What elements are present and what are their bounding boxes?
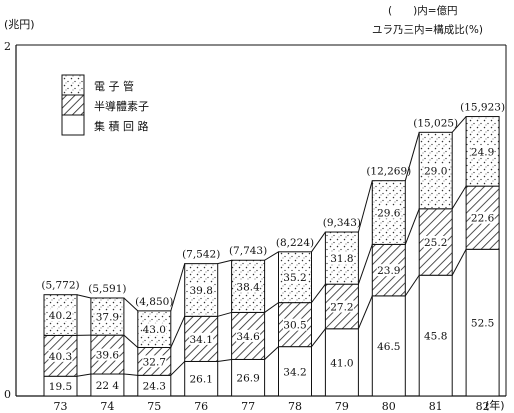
value-label-semiconductor-80: 23.9 <box>377 265 400 277</box>
value-label-ic-81: 45.8 <box>424 331 447 343</box>
total-label-75: (4,850) <box>135 296 173 308</box>
connector-line <box>312 329 326 347</box>
connector-line <box>171 316 185 347</box>
value-label-electron-tube-80: 29.6 <box>377 208 401 220</box>
legend-label-semiconductor: 半導體素子 <box>94 99 149 113</box>
value-label-semiconductor-75: 32.7 <box>143 356 166 368</box>
value-label-electron-tube-81: 29.0 <box>424 166 447 178</box>
value-label-ic-74: 22 4 <box>96 380 120 392</box>
x-tick-label-78: 78 <box>288 400 302 413</box>
total-label-76: (7,542) <box>182 249 220 261</box>
connector-line <box>265 303 279 313</box>
connector-line <box>452 186 466 209</box>
value-label-semiconductor-78: 30.5 <box>283 320 306 332</box>
total-label-73: (5,772) <box>41 280 79 292</box>
value-label-electron-tube-73: 40.2 <box>49 310 72 322</box>
x-tick-label-79: 79 <box>335 400 349 413</box>
y-unit-label: (兆円) <box>4 18 35 31</box>
value-label-ic-76: 26.1 <box>190 374 213 386</box>
x-tick-label-80: 80 <box>382 400 396 413</box>
connector-line <box>77 295 91 298</box>
value-label-semiconductor-79: 27.2 <box>330 301 353 313</box>
value-label-ic-80: 46.5 <box>377 341 400 353</box>
connector-line <box>218 260 232 263</box>
total-label-78: (8,224) <box>276 237 314 249</box>
value-label-electron-tube-74: 37.9 <box>96 312 119 324</box>
connector-line <box>77 374 91 376</box>
x-tick-label-82: 82 <box>476 400 490 413</box>
connector-line <box>405 275 419 296</box>
value-label-ic-75: 24.3 <box>143 381 166 393</box>
legend-swatch-electron-tube <box>62 75 84 95</box>
value-label-semiconductor-81: 25.2 <box>424 237 447 249</box>
segment-connector-lines <box>77 117 466 377</box>
legend-swatch-ic <box>62 115 84 135</box>
connector-line <box>358 296 372 329</box>
connector-line <box>171 361 185 375</box>
value-label-semiconductor-82: 22.6 <box>471 213 495 225</box>
connector-line <box>218 359 232 361</box>
x-tick-label-75: 75 <box>147 400 161 413</box>
total-label-82: (15,923) <box>460 102 505 114</box>
value-label-electron-tube-82: 24.9 <box>471 146 494 158</box>
value-label-electron-tube-78: 35.2 <box>283 272 306 284</box>
total-label-74: (5,591) <box>88 283 126 295</box>
legend-label-electron-tube: 電 子 管 <box>94 79 134 93</box>
y-tick-top: 2 <box>4 40 11 53</box>
x-tick-label-76: 76 <box>194 400 208 413</box>
legend-label-ic: 集 積 回 路 <box>94 119 149 133</box>
note-ratio-unit: ユラ乃三内=構成比(%) <box>372 23 483 36</box>
connector-line <box>405 209 419 245</box>
connector-line <box>124 374 138 375</box>
value-label-semiconductor-77: 34.6 <box>236 331 260 343</box>
total-label-79: (9,343) <box>323 217 361 229</box>
value-label-ic-79: 41.0 <box>330 357 353 369</box>
legend-swatch-semiconductor <box>62 95 84 115</box>
x-tick-label-81: 81 <box>429 400 443 413</box>
connector-line <box>124 335 138 347</box>
connector-line <box>218 312 232 316</box>
value-label-ic-82: 52.5 <box>471 318 494 330</box>
connector-line <box>452 249 466 275</box>
connector-line <box>265 347 279 360</box>
value-label-ic-73: 19.5 <box>49 381 72 393</box>
value-label-semiconductor-76: 34.1 <box>190 334 213 346</box>
legend: 電 子 管 半導體素子 集 積 回 路 <box>62 75 149 135</box>
y-tick-zero: 0 <box>4 388 11 401</box>
value-label-ic-78: 34.2 <box>283 366 306 378</box>
value-label-ic-77: 26.9 <box>236 373 259 385</box>
x-tick-label-77: 77 <box>241 400 255 413</box>
value-label-electron-tube-77: 38.4 <box>236 281 260 293</box>
x-tick-label-74: 74 <box>100 400 114 413</box>
x-tick-label-73: 73 <box>54 400 68 413</box>
value-label-electron-tube-75: 43.0 <box>143 324 166 336</box>
total-label-77: (7,743) <box>229 245 267 257</box>
connector-line <box>312 284 326 302</box>
value-label-electron-tube-79: 31.8 <box>330 253 353 265</box>
connector-line <box>358 244 372 284</box>
total-label-80: (12,269) <box>366 166 411 178</box>
value-label-electron-tube-76: 39.8 <box>190 285 213 297</box>
value-label-semiconductor-73: 40.3 <box>49 351 72 363</box>
note-amount-unit: ( )内=億円 <box>388 4 458 17</box>
value-label-semiconductor-74: 39.6 <box>96 350 120 362</box>
total-label-81: (15,025) <box>413 117 458 129</box>
